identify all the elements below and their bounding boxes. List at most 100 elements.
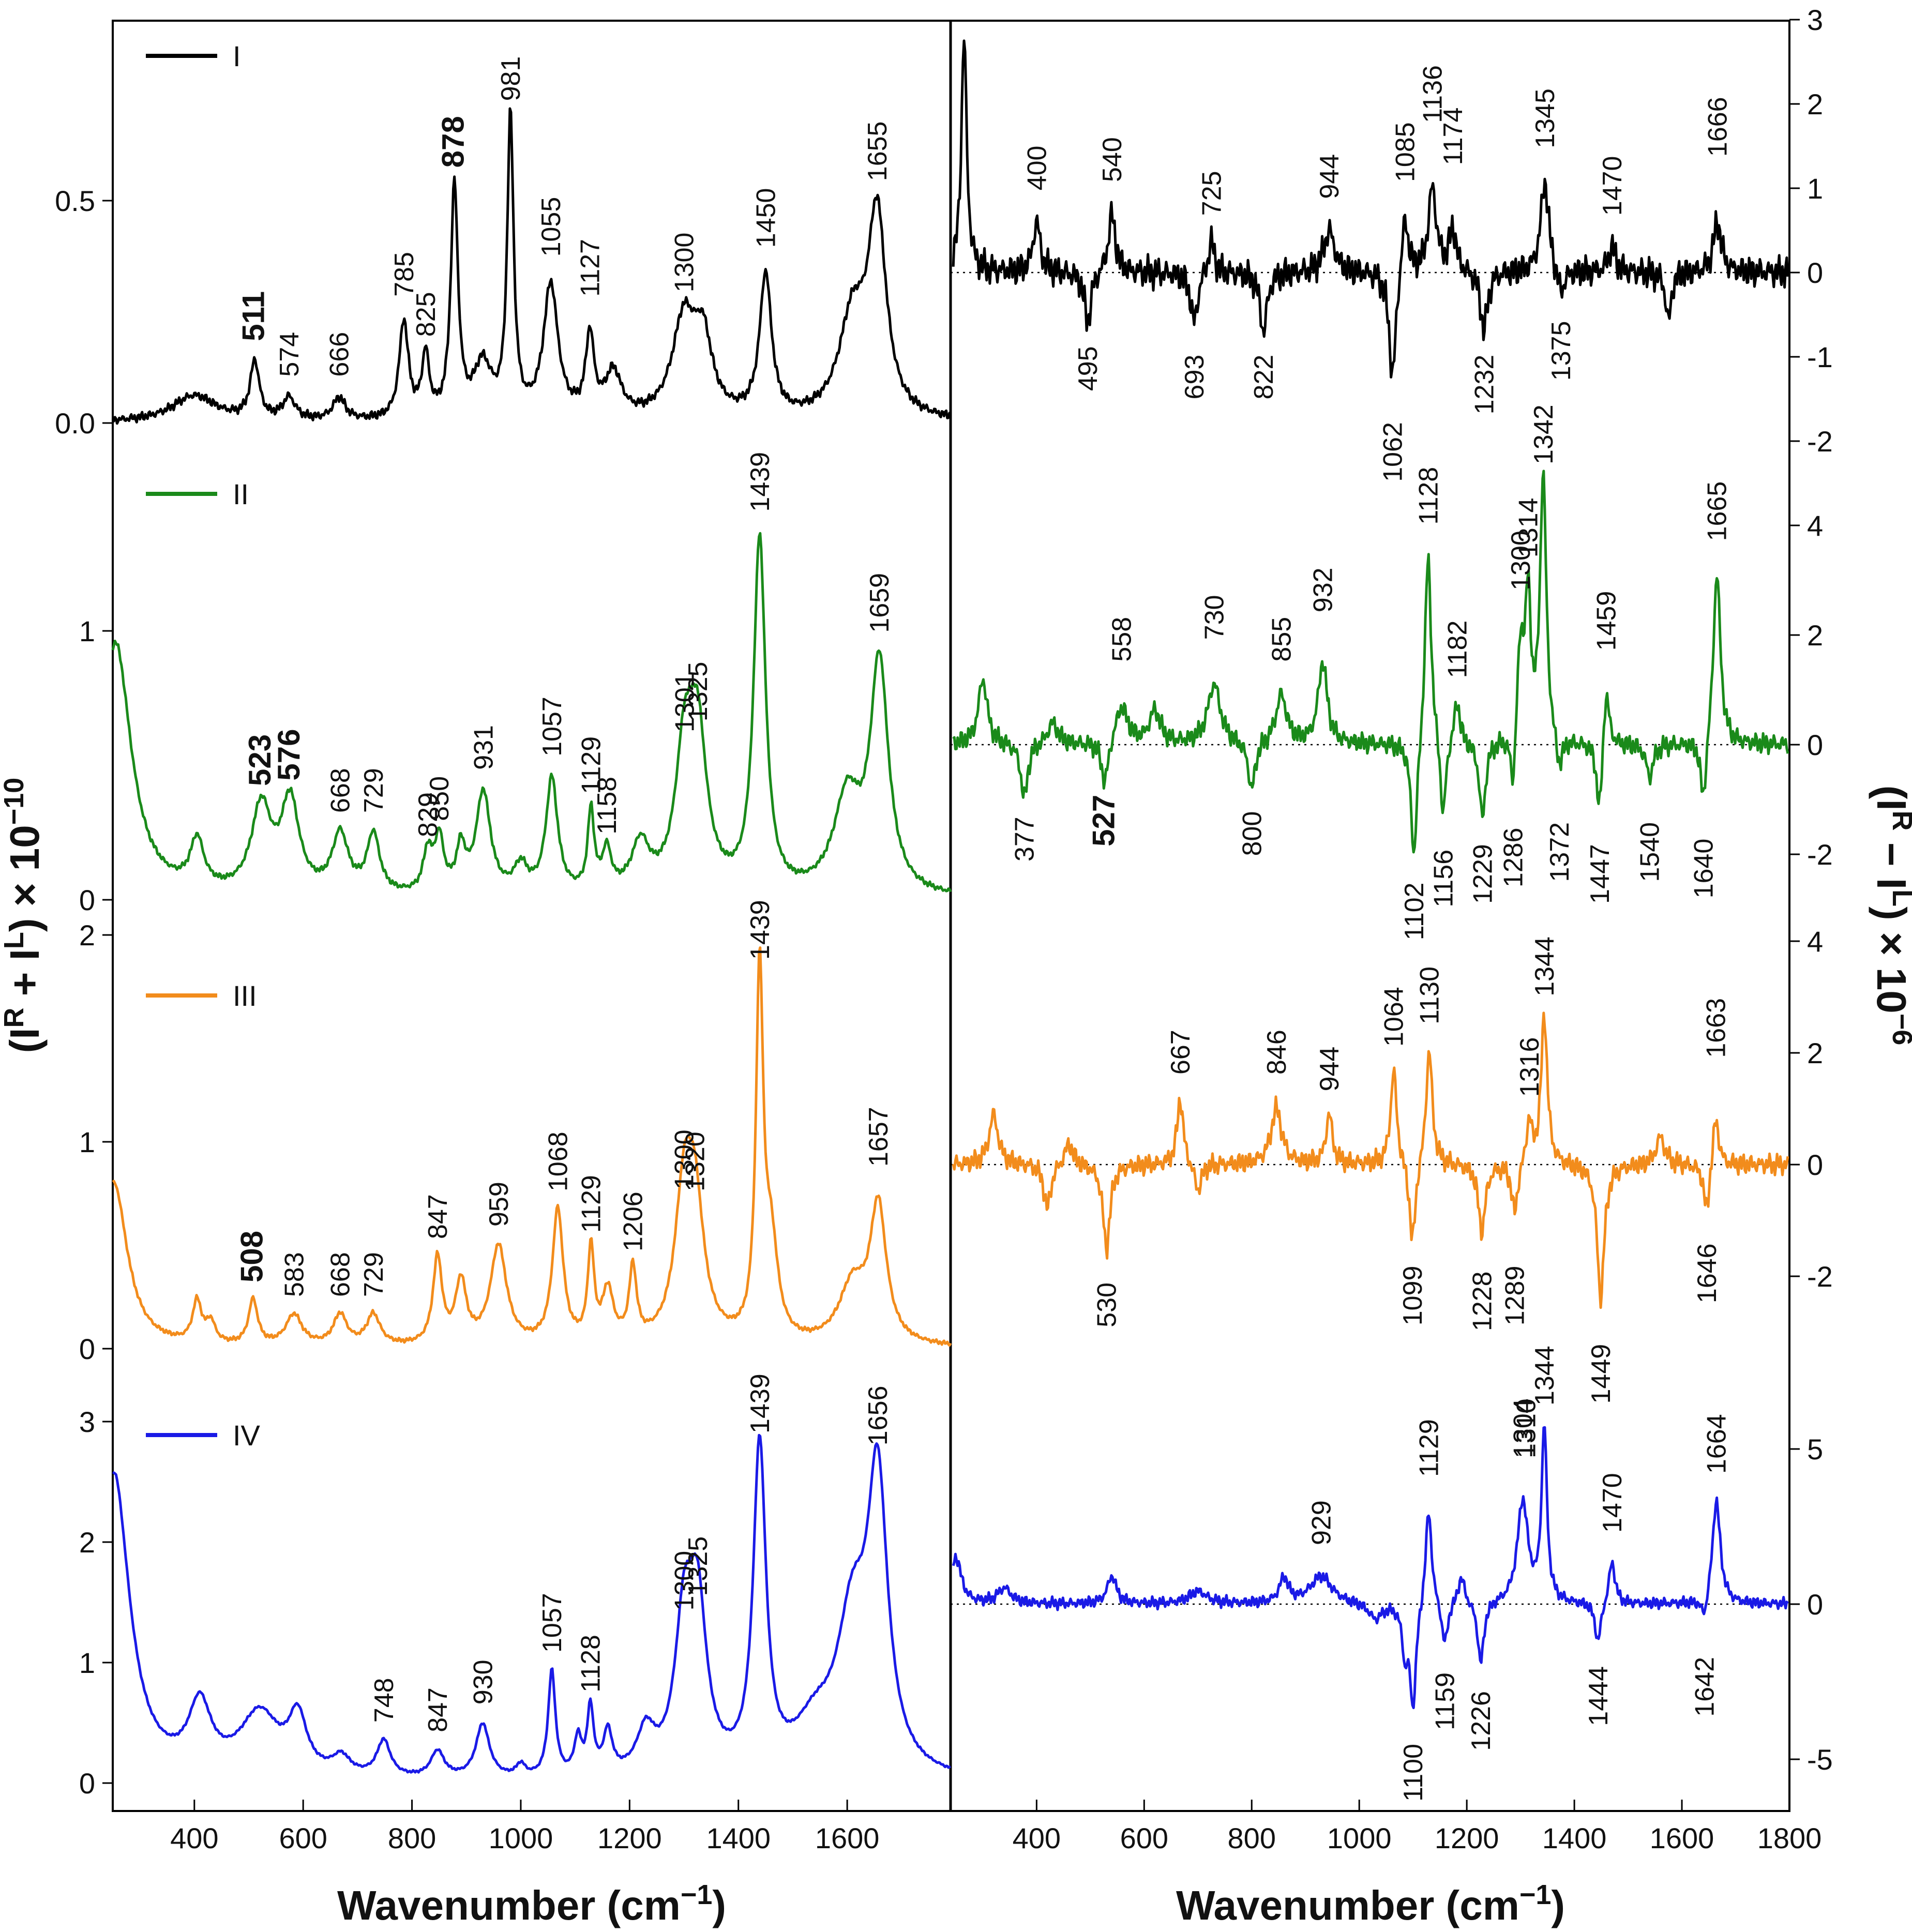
roa-peak-label: 1099	[1398, 1266, 1428, 1326]
roa-peak-label: 1136	[1418, 65, 1448, 123]
x-tick-label-right: 1600	[1650, 1822, 1714, 1854]
roa-peak-label: 1232	[1469, 355, 1499, 415]
roa-peak-label: 1314	[1514, 498, 1544, 558]
raman-series-I	[111, 107, 952, 425]
x-tick-label-right: 1200	[1435, 1822, 1499, 1854]
raman-peak-label: 1127	[576, 239, 606, 297]
roa-peak-label: 667	[1166, 1030, 1196, 1075]
y-tick-label-left: 0	[79, 1333, 95, 1365]
roa-peak-label: 1375	[1546, 321, 1576, 381]
y-tick-label-right: 0	[1807, 1588, 1823, 1621]
roa-peak-label: 944	[1315, 154, 1345, 199]
roa-peak-label: 1289	[1500, 1266, 1530, 1326]
raman-peak-label: 1057	[537, 697, 567, 757]
raman-peak-label: 1655	[863, 122, 893, 182]
raman-peak-label: 523	[243, 734, 277, 786]
roa-peak-label: 1229	[1468, 844, 1498, 904]
raman-peak-label: 1659	[865, 573, 895, 633]
x-tick-label-left: 1000	[489, 1822, 553, 1854]
roa-peak-label: 1100	[1398, 1744, 1428, 1802]
y-tick-label-right: 1	[1807, 172, 1823, 205]
raman-series-II	[111, 532, 952, 893]
roa-peak-label: 377	[1010, 817, 1040, 862]
y-tick-label-right: 3	[1807, 4, 1823, 36]
raman-peak-label: 930	[468, 1659, 498, 1704]
legend-label: IV	[233, 1419, 261, 1452]
roa-peak-label: 1459	[1591, 591, 1621, 651]
x-tick-label-left: 1400	[706, 1822, 771, 1854]
y-tick-label-left: 0	[79, 1767, 95, 1800]
roa-peak-label: 1156	[1428, 850, 1458, 908]
roa-peak-label: 725	[1197, 171, 1227, 216]
raman-peak-label: 1206	[619, 1191, 649, 1251]
roa-peak-label: 1540	[1635, 822, 1665, 882]
x-axis-title-right: Wavenumber (cm−1)	[1176, 1879, 1565, 1928]
raman-peak-label: 1068	[543, 1131, 573, 1191]
roa-peak-label: 530	[1092, 1282, 1122, 1327]
y-tick-label-left: 0	[79, 884, 95, 916]
raman-peak-label: 1325	[683, 662, 713, 722]
y-tick-label-right: 2	[1807, 1037, 1823, 1069]
x-tick-label-left: 1600	[815, 1822, 880, 1854]
y-tick-label-left: 0.0	[55, 407, 95, 440]
roa-peak-label: 1064	[1379, 987, 1409, 1047]
roa-peak-label: 1447	[1585, 844, 1615, 904]
left-frame	[112, 20, 952, 1812]
roa-peak-label: 1344	[1530, 1346, 1560, 1406]
roa-peak-label: 1102	[1399, 882, 1429, 940]
raman-peak-label: 1300	[670, 1129, 700, 1189]
raman-peak-label: 981	[496, 56, 526, 101]
roa-series-I	[952, 39, 1789, 379]
raman-peak-label: 668	[326, 768, 356, 813]
roa-peak-label: 1665	[1703, 481, 1733, 541]
y-tick-label-right: 4	[1807, 925, 1823, 958]
raman-peak-label: 576	[272, 729, 306, 780]
raman-peak-label: 1300	[670, 233, 700, 293]
y-axis-title-left: (IR + IL) × 10−10	[0, 778, 48, 1053]
roa-peak-label: 1174	[1438, 108, 1468, 165]
roa-peak-label: 1449	[1586, 1344, 1616, 1404]
raman-peak-label: 511	[236, 291, 271, 341]
y-tick-label-right: -2	[1807, 425, 1833, 458]
roa-series-II	[952, 470, 1789, 854]
y-axis-title-right: (IR − IL) × 10−6	[1869, 786, 1912, 1046]
raman-peak-label: 574	[275, 332, 305, 377]
roa-peak-label: 944	[1315, 1047, 1345, 1092]
raman-peak-label: 1057	[537, 1593, 567, 1653]
roa-peak-label: 558	[1107, 617, 1137, 662]
raman-peak-label: 847	[423, 1194, 453, 1239]
y-tick-label-right: -2	[1807, 1260, 1833, 1293]
x-tick-label-left: 1200	[597, 1822, 662, 1854]
roa-peak-label: 929	[1306, 1500, 1336, 1545]
raman-peak-label: 850	[425, 776, 455, 821]
raman-peak-label: 1439	[745, 1373, 775, 1433]
x-tick-label-right: 1000	[1327, 1822, 1392, 1854]
x-tick-label-right: 400	[1013, 1822, 1061, 1854]
roa-peak-label: 1228	[1467, 1271, 1497, 1331]
y-tick-label-right: 2	[1807, 619, 1823, 652]
roa-peak-label: 1129	[1414, 1419, 1444, 1477]
raman-peak-label: 1439	[745, 900, 775, 960]
roa-peak-label: 1159	[1431, 1672, 1461, 1730]
raman-peak-label: 847	[423, 1687, 453, 1732]
raman-peak-label: 1320	[681, 1131, 711, 1191]
x-tick-label-right: 600	[1120, 1822, 1168, 1854]
raman-peak-label: 1129	[577, 736, 607, 794]
roa-peak-label: 1316	[1515, 1037, 1545, 1097]
y-tick-label-left: 3	[79, 1406, 95, 1438]
y-tick-label-right: -2	[1807, 838, 1833, 871]
raman-peak-label: 1656	[863, 1386, 893, 1446]
roa-peak-label: 1342	[1529, 404, 1559, 464]
roa-peak-label: 1130	[1414, 967, 1444, 1024]
roa-peak-label: 846	[1262, 1030, 1292, 1075]
roa-peak-label: 1640	[1689, 839, 1719, 899]
roa-peak-label: 1664	[1702, 1414, 1732, 1474]
raman-series-III	[112, 946, 952, 1347]
x-tick-label-left: 800	[388, 1822, 436, 1854]
roa-peak-label: 1646	[1692, 1243, 1722, 1303]
roa-peak-label: 1226	[1466, 1691, 1496, 1751]
x-tick-label-left: 600	[279, 1822, 327, 1854]
roa-peak-label: 1470	[1598, 1473, 1628, 1533]
